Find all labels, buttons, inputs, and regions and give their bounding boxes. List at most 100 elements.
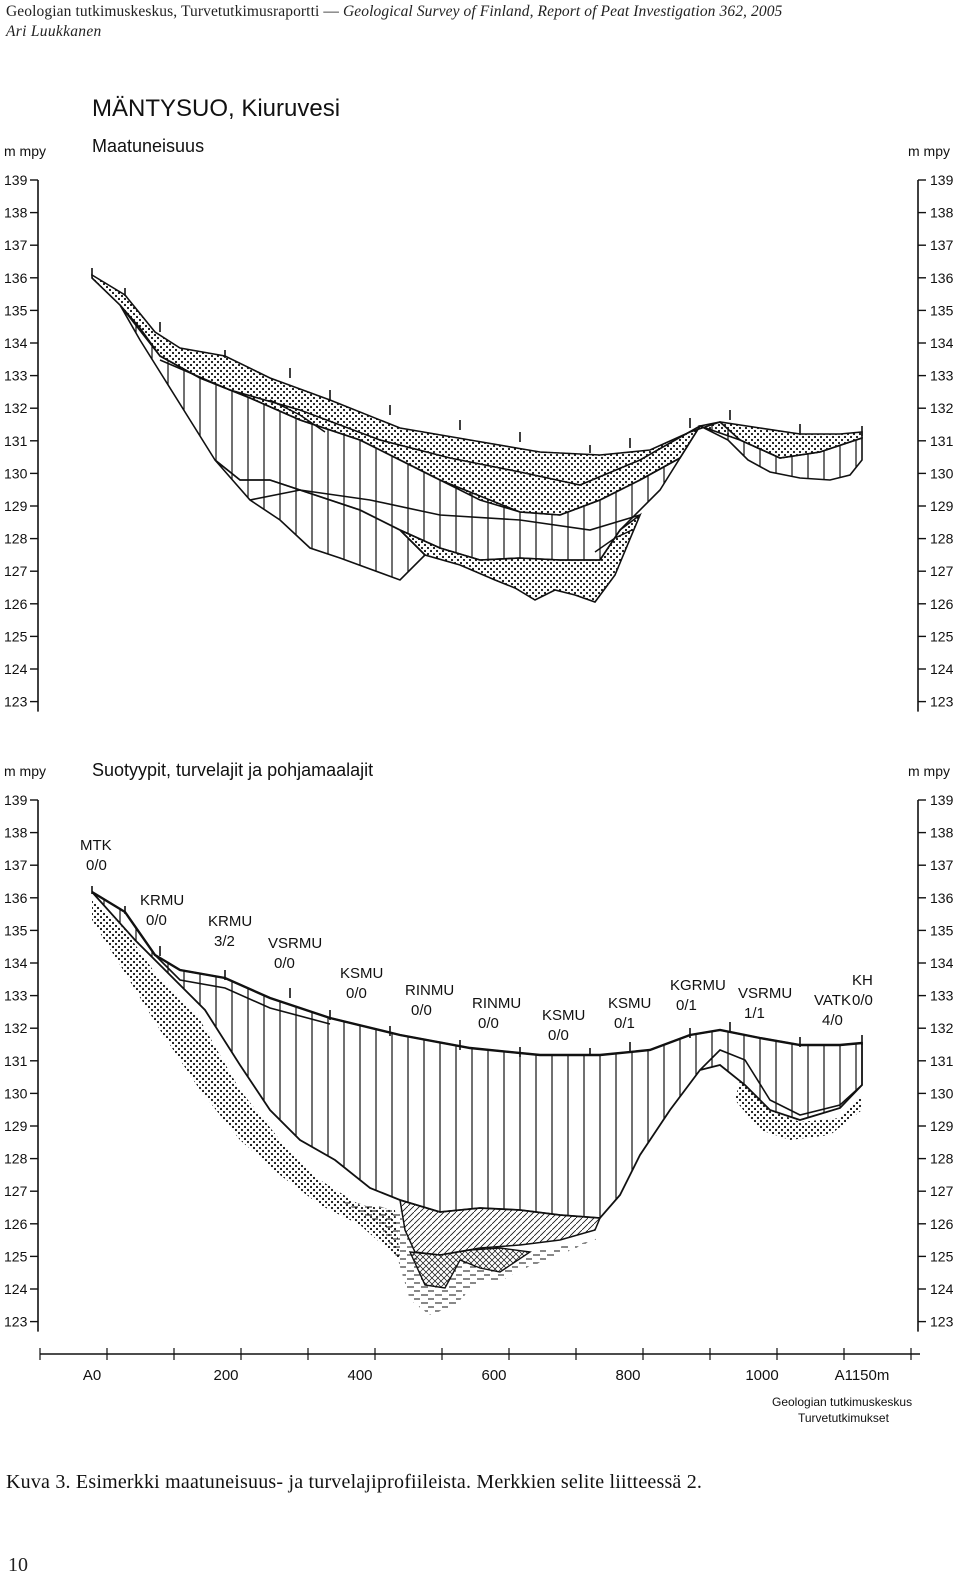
site-code-label: 3/2	[214, 933, 235, 950]
distance-tick-label: A0	[83, 1367, 101, 1384]
depth-tick-label: 137	[930, 857, 954, 873]
peat-profile-figure: MÄNTYSUO, Kiuruvesi Maatuneisuus m mpy m…	[4, 95, 954, 1425]
depth-tick-label: 138	[4, 825, 28, 841]
depth-tick-label: 135	[930, 302, 954, 318]
depth-tick-label: 129	[930, 1118, 954, 1134]
site-type-label: VSRMU	[738, 985, 792, 1002]
depth-tick-label: 123	[4, 694, 28, 710]
distance-tick-label: 400	[347, 1367, 372, 1384]
depth-tick-label: 123	[4, 1314, 28, 1330]
depth-tick-label: 135	[4, 922, 28, 938]
depth-tick-label: 139	[930, 172, 954, 188]
site-code-label: 1/1	[744, 1005, 765, 1022]
site-type-label: MTK	[80, 837, 112, 854]
depth-tick-label: 133	[4, 368, 28, 384]
depth-tick-label: 128	[4, 1151, 28, 1167]
depth-tick-label: 139	[4, 172, 28, 188]
depth-tick-label: 126	[930, 596, 954, 612]
depth-tick-label: 123	[930, 694, 954, 710]
site-type-label: RINMU	[472, 995, 521, 1012]
depth-tick-label: 128	[4, 531, 28, 547]
top-dotted-basal-layer	[399, 512, 642, 603]
depth-tick-label: 130	[930, 465, 954, 481]
site-code-label: 0/0	[146, 912, 167, 929]
depth-tick-label: 134	[4, 335, 28, 351]
site-code-label: 0/0	[852, 992, 873, 1009]
site-code-label: 0/0	[86, 857, 107, 874]
depth-tick-label: 132	[930, 1020, 954, 1036]
depth-tick-label: 134	[4, 955, 28, 971]
bottom-left-axis-unit: m mpy	[4, 763, 46, 779]
site-code-label: 4/0	[822, 1012, 843, 1029]
depth-tick-label: 125	[930, 628, 954, 644]
depth-tick-label: 127	[4, 1183, 28, 1199]
bottom-right-depth-axis: 139 138 137 136 135 134 133 132 131 130 129 128 127 1…	[917, 792, 954, 1332]
depth-tick-label: 136	[930, 270, 954, 286]
top-left-depth-axis: 139 138 137 136 135 134 133 132 131 130 129 128 127 1…	[4, 172, 39, 712]
depth-tick-label: 133	[930, 368, 954, 384]
distance-tick-label: 1000	[745, 1367, 778, 1384]
distance-axis: A0 200 400 600 800 1000 A1150m	[39, 1348, 920, 1384]
depth-tick-label: 131	[4, 1053, 28, 1069]
site-type-label: KSMU	[542, 1007, 585, 1024]
credit-line-2: Turvetutkimukset	[798, 1411, 890, 1425]
depth-tick-label: 138	[930, 825, 954, 841]
depth-tick-label: 125	[4, 628, 28, 644]
depth-tick-label: 124	[930, 661, 954, 677]
bottom-profile-drawing	[91, 886, 863, 1315]
site-code-label: 0/0	[411, 1002, 432, 1019]
depth-tick-label: 133	[930, 988, 954, 1004]
depth-tick-label: 132	[930, 400, 954, 416]
site-type-labels: MTK 0/0 KRMU 0/0 KRMU 3/2 VSRMU 0/0 KSMU 0/0 RINMU…	[80, 837, 873, 1044]
bottom-clay-layer	[340, 1200, 620, 1315]
depth-tick-label: 130	[4, 1085, 28, 1101]
depth-tick-label: 129	[4, 498, 28, 514]
top-profile-drawing	[91, 268, 863, 603]
site-type-label: KRMU	[208, 913, 252, 930]
top-right-basin	[697, 421, 863, 481]
site-type-label: KH	[852, 972, 873, 989]
depth-tick-label: 138	[4, 205, 28, 221]
top-left-axis-unit: m mpy	[4, 143, 46, 159]
depth-tick-label: 124	[4, 661, 28, 677]
depth-tick-label: 132	[4, 400, 28, 416]
depth-tick-label: 125	[4, 1248, 28, 1264]
depth-tick-label: 129	[4, 1118, 28, 1134]
depth-tick-label: 139	[4, 792, 28, 808]
site-type-label: KSMU	[340, 965, 383, 982]
depth-tick-label: 131	[4, 433, 28, 449]
running-header: Geologian tutkimuskeskus, Turvetutkimusr…	[6, 2, 782, 22]
depth-tick-label: 139	[930, 792, 954, 808]
depth-tick-label: 125	[930, 1248, 954, 1264]
site-code-label: 0/1	[676, 997, 697, 1014]
depth-tick-label: 130	[4, 465, 28, 481]
figure-caption: Kuva 3. Esimerkki maatuneisuus- ja turve…	[6, 1471, 703, 1493]
site-type-label: KGRMU	[670, 977, 726, 994]
distance-tick-label: 600	[481, 1367, 506, 1384]
bottom-right-sand-subsoil	[735, 1080, 862, 1140]
site-type-label: VSRMU	[268, 935, 322, 952]
distance-tick-label: 800	[615, 1367, 640, 1384]
credit-line-1: Geologian tutkimuskeskus	[772, 1395, 912, 1409]
site-code-label: 0/0	[478, 1015, 499, 1032]
depth-tick-label: 131	[930, 433, 954, 449]
depth-tick-label: 138	[930, 205, 954, 221]
bottom-panel-title: Suotyypit, turvelajit ja pohjamaalajit	[92, 760, 373, 780]
depth-tick-label: 136	[4, 270, 28, 286]
depth-tick-label: 131	[930, 1053, 954, 1069]
depth-tick-label: 132	[4, 1020, 28, 1036]
site-code-label: 0/0	[274, 955, 295, 972]
site-type-label: RINMU	[405, 982, 454, 999]
distance-tick-label: A1150m	[835, 1367, 890, 1384]
depth-tick-label: 134	[930, 335, 954, 351]
depth-tick-label: 135	[930, 922, 954, 938]
depth-tick-label: 136	[4, 890, 28, 906]
depth-tick-label: 126	[4, 1216, 28, 1232]
depth-tick-label: 136	[930, 890, 954, 906]
depth-tick-label: 137	[4, 857, 28, 873]
depth-tick-label: 134	[930, 955, 954, 971]
depth-tick-label: 127	[930, 1183, 954, 1199]
site-code-label: 0/1	[614, 1015, 635, 1032]
site-type-label: KRMU	[140, 892, 184, 909]
bottom-left-depth-axis: 139 138 137 136 135 134 133 132 131 130 129 128 127 1…	[4, 792, 39, 1332]
